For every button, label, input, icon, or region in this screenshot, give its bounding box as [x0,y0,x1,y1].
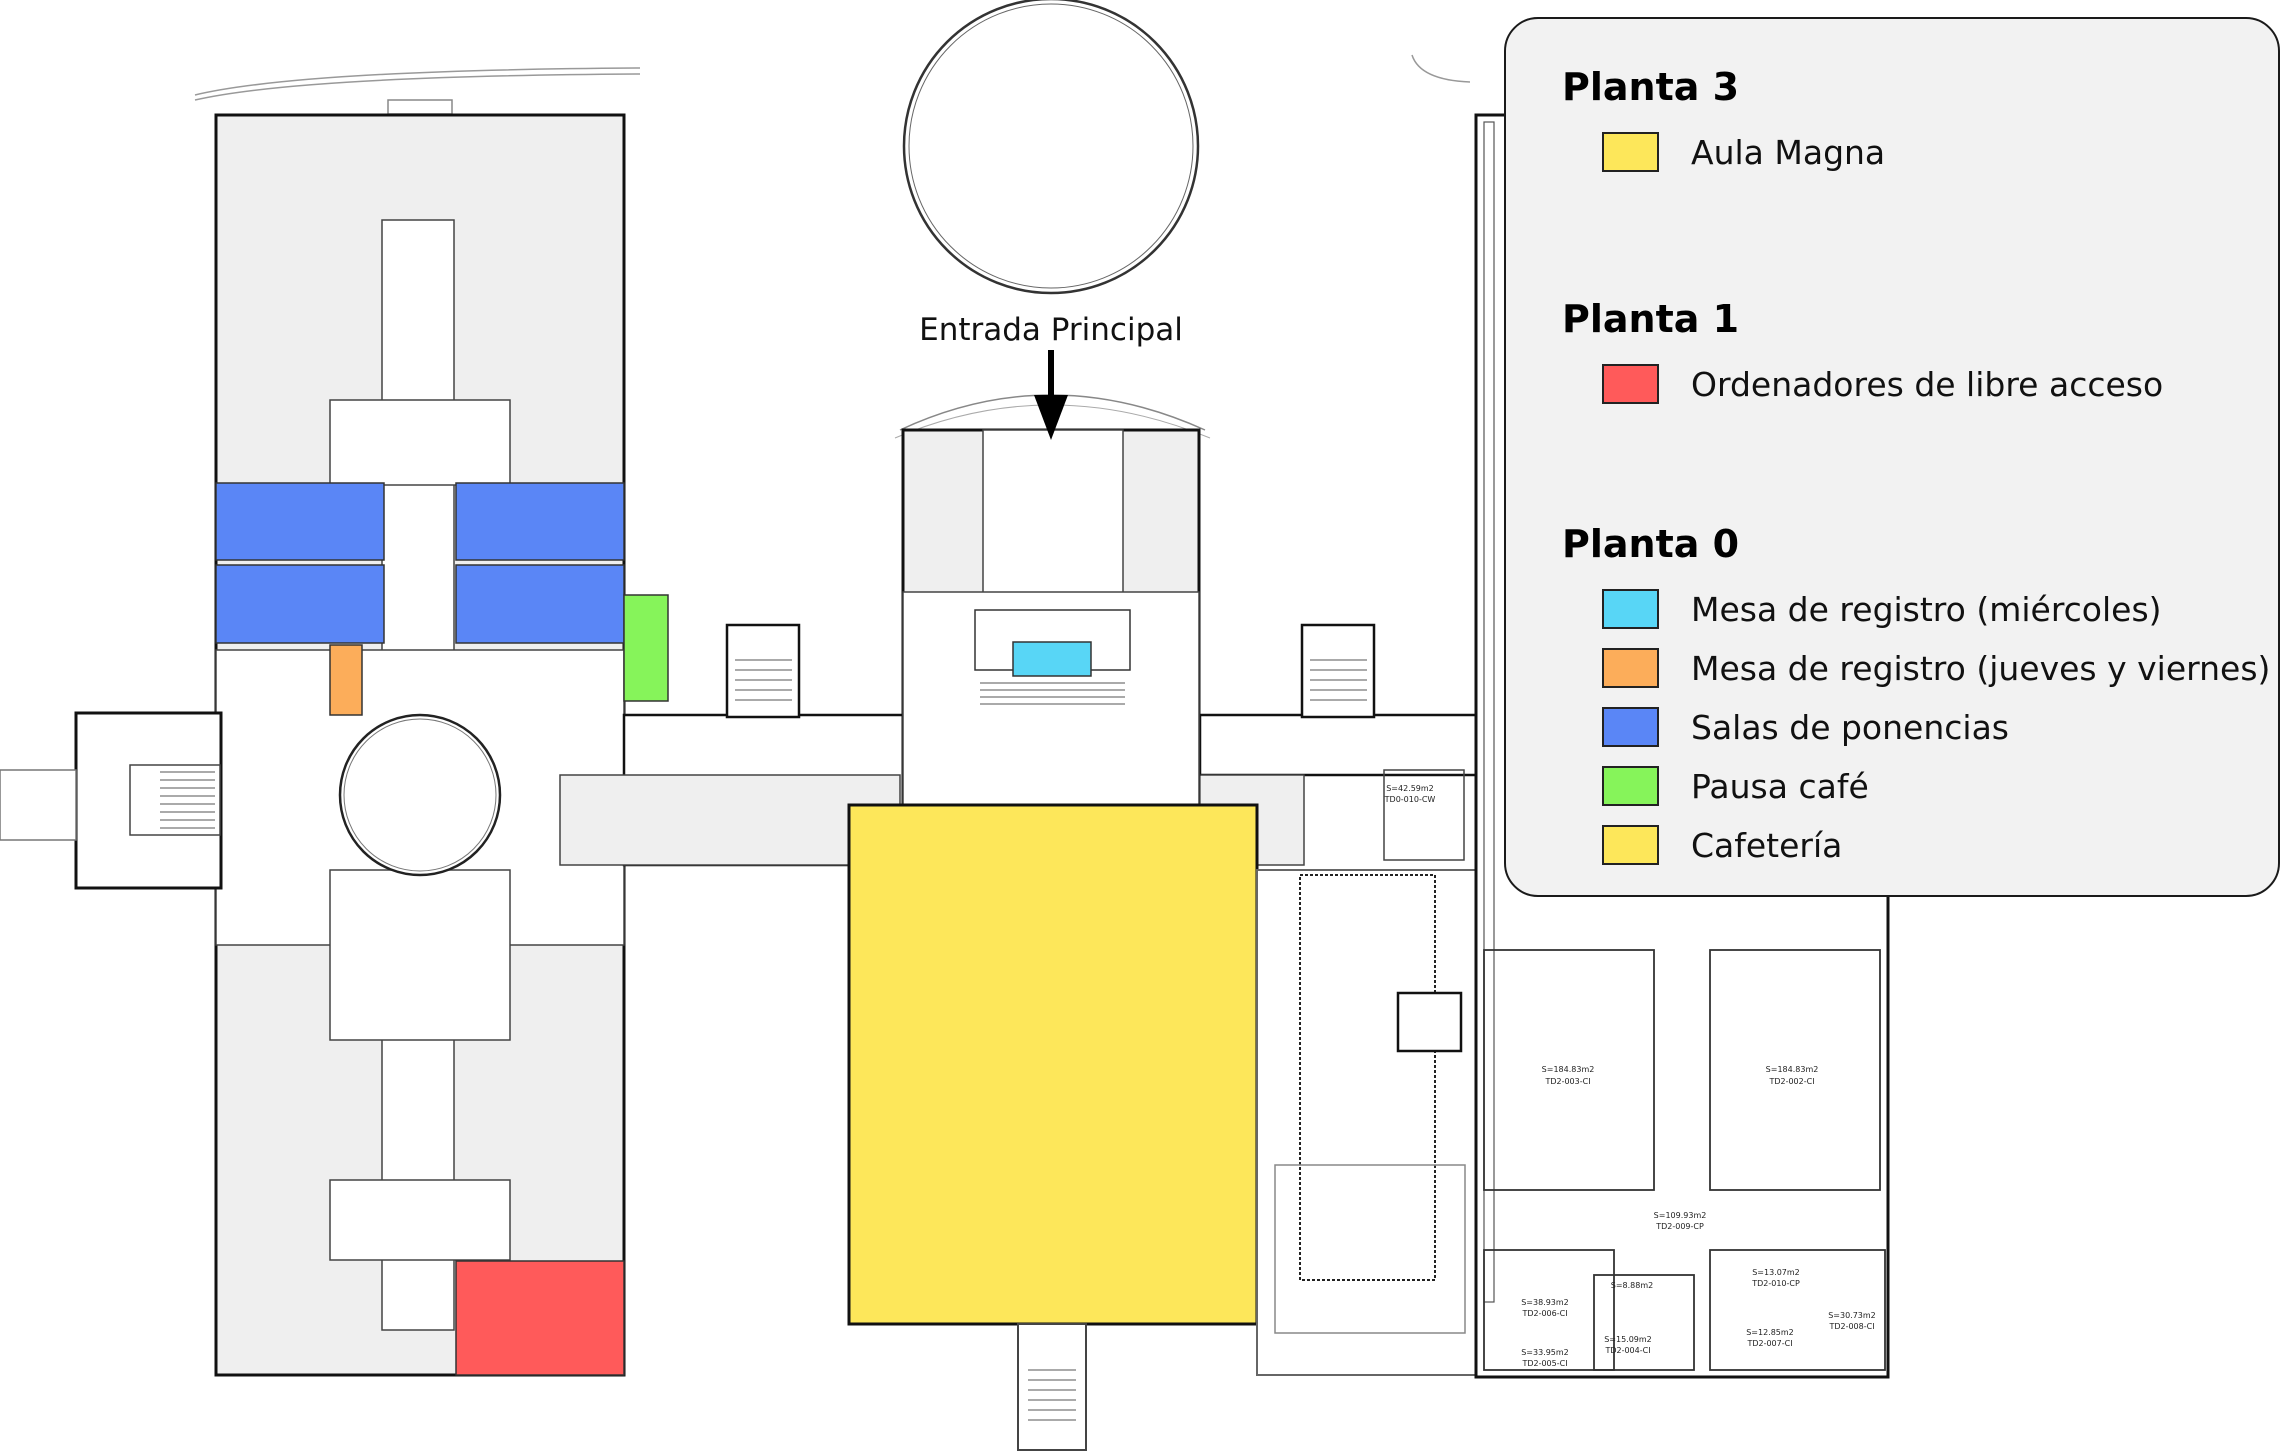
cafeteria-area [847,803,1259,1326]
room-area-label: S=30.73m2 [1828,1311,1876,1320]
legend-item-cafeteria: Cafetería [1602,823,1842,867]
legend-item-talk-rooms: Salas de ponencias [1602,705,2009,749]
legend-panel: Planta 3 Aula Magna Planta 1 Ordenadores… [1504,17,2280,897]
room-area-label: S=12.85m2 [1746,1328,1794,1337]
room-area-label: S=38.93m2 [1521,1298,1569,1307]
legend-item-registration-wed: Mesa de registro (miércoles) [1602,587,2162,631]
room-code-label: TD2-010-CP [1751,1279,1800,1288]
talk-room-1 [215,482,385,561]
room-area-label: S=8.88m2 [1611,1281,1653,1290]
legend-swatch [1602,589,1659,629]
entrance-label: Entrada Principal [919,312,1183,348]
legend-swatch [1602,648,1659,688]
room-code-label: TD2-005-CI [1521,1359,1567,1368]
legend-item-computers: Ordenadores de libre acceso [1602,362,2163,406]
legend-label: Mesa de registro (miércoles) [1691,589,2162,629]
registration-desk-thu-fri [329,644,363,716]
legend-swatch [1602,825,1659,865]
room-area-label: S=184.83m2 [1542,1065,1595,1074]
legend-item-aula-magna: Aula Magna [1602,130,1885,174]
legend-label: Pausa café [1691,766,1869,806]
rotunda [338,713,502,877]
legend-swatch [1602,364,1659,404]
room-code-label: TD2-003-CI [1544,1077,1590,1086]
legend-swatch [1602,132,1659,172]
coffee-break-area [623,594,669,702]
room-code-label: TD2-009-CP [1655,1222,1704,1231]
legend-item-registration-thu-fri: Mesa de registro (jueves y viernes) [1602,646,2270,690]
room-code-label: TD0-010-CW [1384,795,1436,804]
room-code-label: TD2-002-CI [1768,1077,1814,1086]
legend-swatch [1602,707,1659,747]
talk-room-2 [215,564,385,644]
talk-room-3 [455,482,625,561]
legend-label: Mesa de registro (jueves y viernes) [1691,648,2271,688]
room-area-label: S=13.07m2 [1752,1268,1800,1277]
room-area-label: S=184.83m2 [1766,1065,1819,1074]
registration-desk-wed [1012,641,1092,677]
fountain-circle [902,0,1200,295]
legend-swatch [1602,766,1659,806]
legend-label: Aula Magna [1691,132,1886,172]
open-access-computers [455,1260,625,1376]
legend-label: Cafetería [1691,825,1843,865]
room-area-label: S=15.09m2 [1604,1335,1652,1344]
room-code-label: TD2-008-CI [1828,1322,1874,1331]
room-area-label: S=33.95m2 [1521,1348,1569,1357]
legend-floor-title: Planta 3 [1562,65,1740,109]
legend-floor-title: Planta 1 [1562,297,1740,341]
room-code-label: TD2-006-CI [1521,1309,1567,1318]
legend-floor-title: Planta 0 [1562,522,1740,566]
entrance-arrow-icon [1034,395,1068,440]
legend-item-coffee-break: Pausa café [1602,764,1869,808]
room-area-label: S=42.59m2 [1386,784,1434,793]
room-code-label: TD2-004-CI [1604,1346,1650,1355]
legend-label: Ordenadores de libre acceso [1691,364,2164,404]
room-code-label: TD2-007-CI [1746,1339,1792,1348]
talk-room-4 [455,564,625,644]
legend-label: Salas de ponencias [1691,707,2009,747]
room-area-label: S=109.93m2 [1654,1211,1707,1220]
